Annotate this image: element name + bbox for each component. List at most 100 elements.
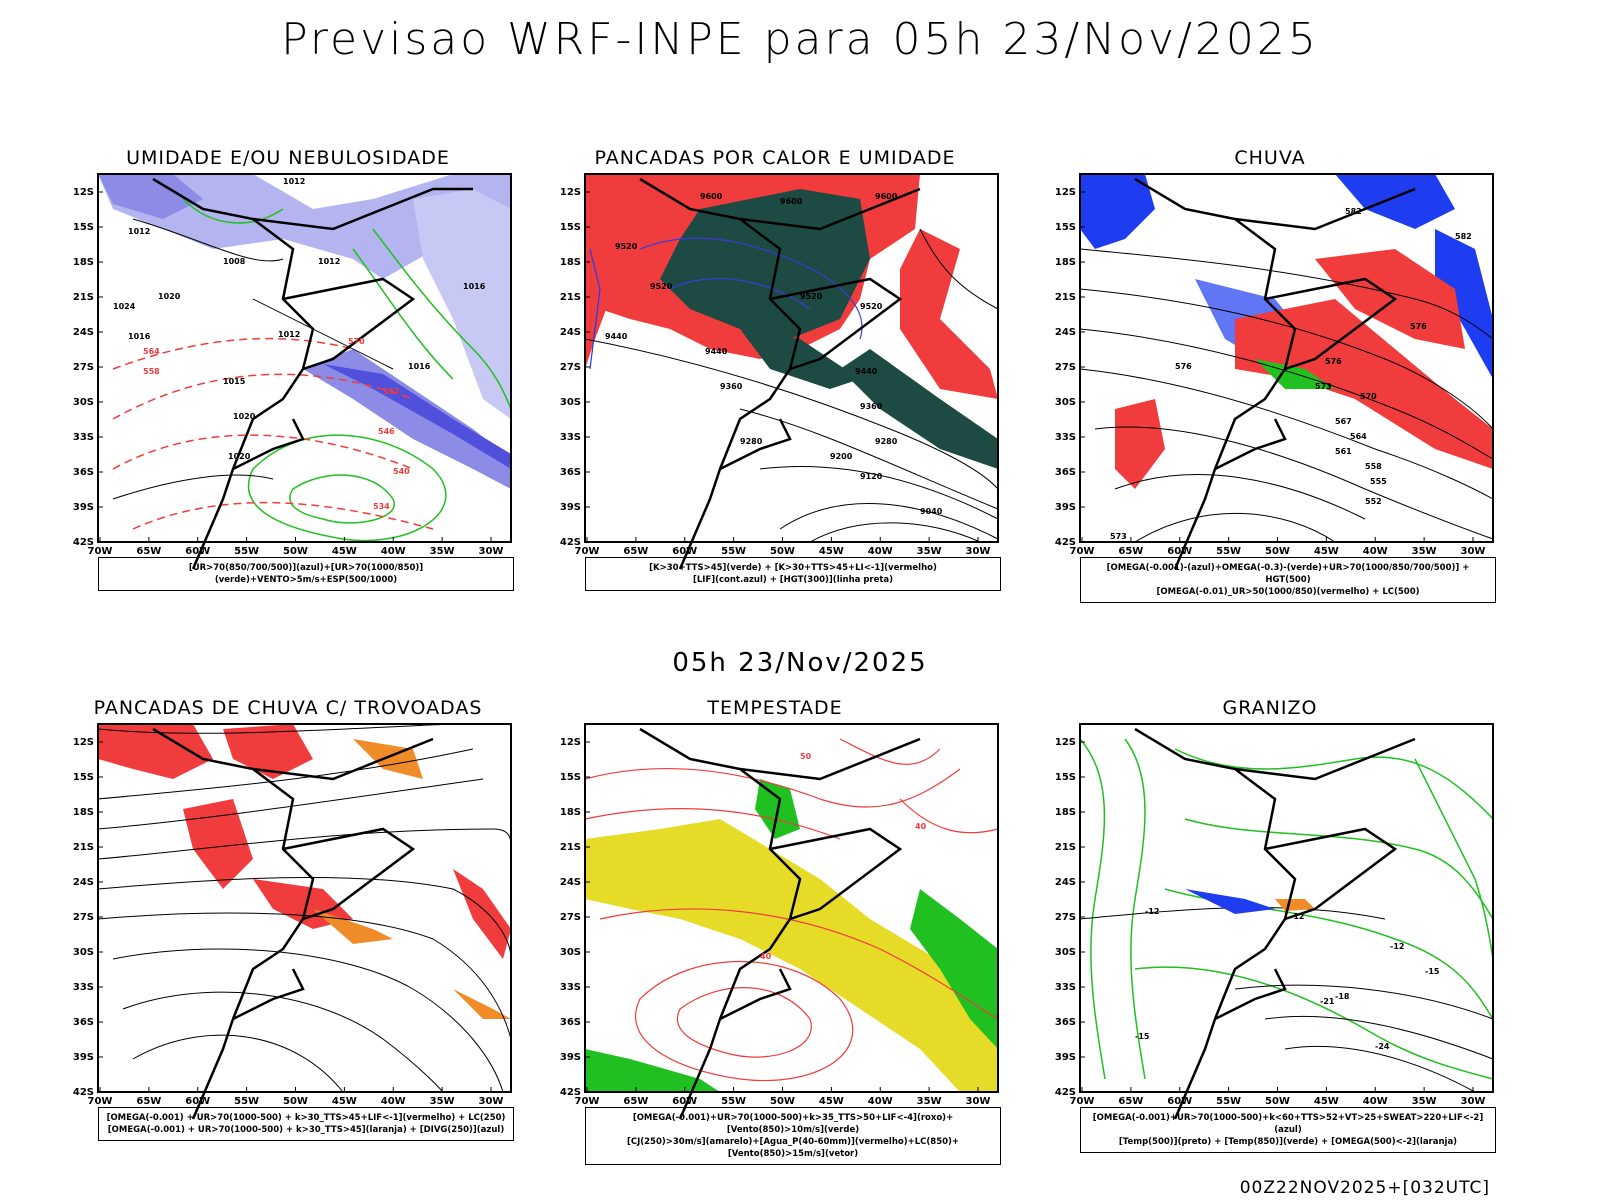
lat-tick-label: 12S	[73, 187, 94, 198]
borders	[719, 418, 792, 471]
panel-title: UMIDADE E/OU NEBULOSIDADE	[126, 147, 450, 169]
contour-label: 1024	[113, 302, 136, 311]
panel-title: CHUVA	[1234, 147, 1306, 169]
map-umidade: 12S 15S 18S 21S 24S 27S 30S 33S 36S 39S 42S 70W 65W…	[73, 173, 512, 570]
contour-label: 9360	[860, 402, 883, 411]
contour-label: 552	[383, 387, 400, 396]
lon-tick-label: 70W	[1070, 546, 1095, 557]
red-contour	[584, 768, 961, 808]
contour-label: 1008	[223, 257, 246, 266]
contour-label: 555	[1370, 477, 1387, 486]
hgt-contour	[759, 465, 999, 520]
green-contour	[289, 474, 396, 524]
map-tempestade: 12S 15S 18S 21S 24S 27S 30S 33S 36S 39S 42S 70W 65W…	[560, 723, 999, 1120]
lat-tick-label: 39S	[1055, 1052, 1076, 1063]
borders	[1214, 968, 1287, 1021]
green-contour	[352, 248, 454, 380]
lat-tick-label: 36S	[560, 467, 581, 478]
panel-title: TEMPESTADE	[707, 697, 843, 719]
lat-tick-label: 21S	[560, 842, 581, 853]
contour-label: 534	[373, 502, 390, 511]
thickness-line	[112, 373, 414, 420]
borders	[152, 727, 315, 1120]
lat-tick-label: 33S	[73, 432, 94, 443]
legend-line: [Temp(500)](preto) + [Temp(850)](verde) …	[1118, 1137, 1458, 1147]
thickness-line	[132, 501, 434, 530]
lat-tick-label: 24S	[560, 327, 581, 338]
lat-tick-label: 33S	[73, 982, 94, 993]
contour-label: 9360	[720, 382, 743, 391]
lat-tick-label: 21S	[560, 292, 581, 303]
contour-label: 576	[1175, 362, 1192, 371]
map-frame	[97, 723, 512, 1093]
borders	[639, 177, 802, 570]
contour-label: 1012	[278, 330, 300, 339]
borders	[1134, 727, 1297, 1120]
borders	[769, 827, 903, 921]
run-info: 00Z22NOV2025+[032UTC]	[1239, 1178, 1490, 1198]
lat-tick-label: 42S	[73, 537, 94, 548]
rain-green	[1255, 359, 1335, 389]
lon-tick-label: 30W	[479, 546, 504, 557]
lat-tick-label: 30S	[560, 947, 581, 958]
hail-blue	[1185, 889, 1275, 914]
lat-tick-label: 39S	[1055, 502, 1076, 513]
lon-tick-label: 50W	[1265, 1096, 1290, 1107]
lat-tick-label: 15S	[560, 222, 581, 233]
storm-red	[223, 724, 313, 779]
legend-line: [K>30+TTS>45](verde) + [K>30+TTS>45+LI<-…	[649, 563, 937, 573]
red-contour	[899, 798, 999, 834]
contour-label: 1016	[463, 282, 486, 291]
contour-label: 9520	[615, 242, 638, 251]
lat-tick-label: 42S	[1055, 537, 1076, 548]
contour-label: 9520	[800, 292, 823, 301]
lon-tick-label: 65W	[136, 1096, 161, 1107]
legend-line: [LIF](cont.azul) + [HGT(300)](linha pret…	[692, 575, 894, 585]
hgt-contour	[779, 503, 999, 540]
lon-tick-label: 35W	[917, 1096, 942, 1107]
storm-orange	[353, 739, 423, 779]
lon-tick-label: 65W	[1118, 546, 1143, 557]
contour-label: -15	[1425, 967, 1440, 976]
streamline	[97, 723, 454, 734]
lon-tick-label: 60W	[1167, 546, 1192, 557]
humidity-band	[303, 349, 511, 489]
panel-chuva: CHUVA 12S 15S 18S 21S 24S 27S 30S 33S 36S 39S 42S …	[1035, 147, 1505, 627]
lon-tick-label: 30W	[966, 1096, 991, 1107]
hgt-contour	[1094, 426, 1494, 540]
temp850-contour	[1184, 818, 1494, 920]
lon-tick-label: 35W	[1412, 546, 1437, 557]
contour-label: 552	[1365, 497, 1382, 506]
wind-green	[585, 1049, 720, 1092]
lat-tick-label: 27S	[1055, 362, 1076, 373]
instability-west	[585, 229, 615, 369]
storm-red	[453, 869, 511, 959]
lon-tick-label: 45W	[332, 1096, 357, 1107]
contour-label: 1020	[233, 412, 256, 421]
contour-label: 1016	[408, 362, 431, 371]
contour-label: 558	[143, 367, 160, 376]
wind-green	[910, 889, 998, 1049]
legend: [K>30+TTS>45](verde) + [K>30+TTS>45+LI<-…	[585, 557, 1001, 591]
red-contour	[584, 807, 841, 840]
storm-orange	[313, 909, 393, 944]
legend: [UR>70(850/700/500)](azul)+[UR>70(1000/8…	[98, 557, 514, 591]
lon-tick-label: 40W	[381, 1096, 406, 1107]
lon-tick-label: 30W	[1461, 1096, 1486, 1107]
map-granizo: 12S 15S 18S 21S 24S 27S 30S 33S 36S 39S 42S 70W 65W…	[1055, 723, 1494, 1120]
borders	[719, 968, 792, 1021]
storm-red	[98, 724, 213, 779]
contour-label: 50	[800, 752, 812, 761]
contour-label: -12	[1390, 942, 1404, 951]
contour-label: 564	[143, 347, 160, 356]
lat-tick-label: 27S	[560, 912, 581, 923]
lon-tick-label: 35W	[917, 546, 942, 557]
hgt-contour	[1134, 512, 1336, 543]
rain-red	[1315, 249, 1465, 349]
pressure-contour	[112, 474, 274, 500]
borders	[152, 177, 315, 570]
lat-tick-label: 15S	[73, 772, 94, 783]
lon-tick-label: 35W	[430, 546, 455, 557]
lat-tick-label: 39S	[73, 502, 94, 513]
borders	[639, 727, 802, 1120]
